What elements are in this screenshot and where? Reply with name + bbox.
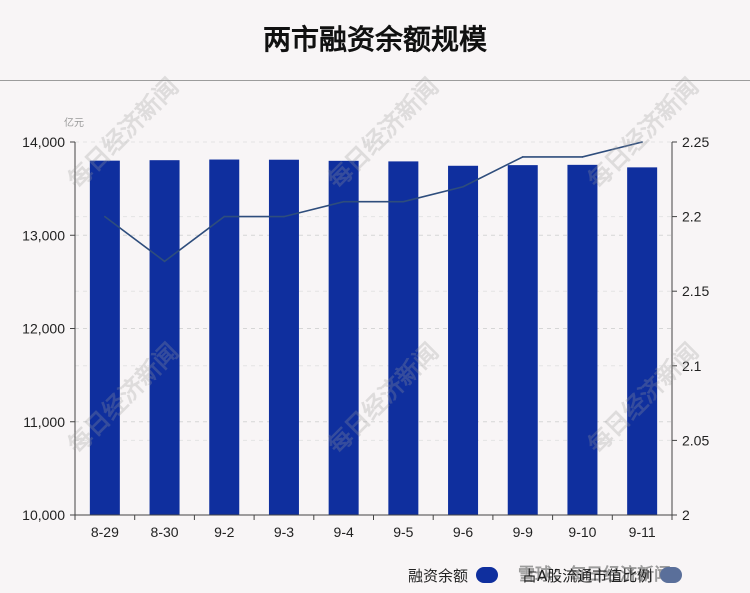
line-point bbox=[163, 260, 166, 263]
x-tick-label: 9-3 bbox=[274, 524, 294, 540]
line-point bbox=[641, 141, 643, 143]
bar bbox=[149, 160, 180, 515]
bar bbox=[388, 161, 419, 515]
footer-watermark: 雪球：每日经济新闻 bbox=[518, 564, 671, 585]
legend-line-label: 占A股流通市值比例 bbox=[522, 566, 653, 585]
left-tick-label: 14,000 bbox=[22, 134, 65, 150]
bar-series bbox=[89, 159, 658, 516]
left-tick-label: 10,000 bbox=[22, 507, 65, 523]
x-tick-label: 9-6 bbox=[453, 524, 473, 540]
left-tick-label: 12,000 bbox=[22, 321, 65, 337]
bar bbox=[328, 160, 359, 516]
legend-line-swatch bbox=[660, 567, 683, 583]
right-tick-label: 2.15 bbox=[682, 283, 709, 299]
line-point bbox=[402, 200, 405, 203]
x-tick-label: 9-10 bbox=[568, 524, 596, 540]
right-axis-ticks: 2 2.05 2.1 2.15 2.2 2.25 bbox=[672, 134, 709, 523]
left-axis-unit: 亿元 bbox=[64, 116, 84, 129]
bar bbox=[89, 160, 120, 515]
chart-title: 两市融资余额规模 bbox=[262, 23, 487, 56]
bar bbox=[627, 167, 658, 515]
x-tick-label: 9-11 bbox=[629, 524, 656, 540]
line-series bbox=[104, 141, 643, 263]
line-point bbox=[223, 215, 226, 218]
line-point bbox=[462, 185, 464, 188]
line-point bbox=[104, 215, 106, 218]
line-path bbox=[104, 141, 643, 263]
legend-bar-label: 融资余额 bbox=[408, 566, 469, 585]
right-tick-label: 2.2 bbox=[682, 209, 702, 225]
bar bbox=[268, 159, 299, 515]
right-tick-label: 2.05 bbox=[682, 432, 709, 448]
x-tick-label: 8-29 bbox=[91, 524, 119, 540]
bar bbox=[448, 165, 479, 515]
line-point bbox=[581, 156, 584, 158]
x-tick-label: 9-4 bbox=[334, 524, 354, 540]
line-point bbox=[283, 215, 285, 218]
bar bbox=[209, 159, 240, 515]
line-point bbox=[521, 156, 524, 158]
line-point bbox=[342, 200, 345, 203]
x-tick-label: 8-30 bbox=[151, 524, 179, 540]
x-tick-label: 9-9 bbox=[513, 524, 533, 540]
left-tick-label: 13,000 bbox=[22, 227, 65, 243]
x-axis-ticks: 8-29 8-30 9-2 9-3 9-4 9-5 9-6 9-9 9-10 9-11 bbox=[74, 515, 673, 540]
legend: 融资余额 占A股流通市值比例 bbox=[408, 561, 692, 589]
legend-bar-swatch bbox=[476, 567, 499, 583]
x-tick-label: 9-5 bbox=[393, 524, 413, 540]
watermark-text: 每日经济新闻 bbox=[322, 73, 444, 195]
right-tick-label: 2.25 bbox=[682, 134, 709, 150]
title-divider bbox=[0, 80, 750, 81]
x-tick-label: 9-2 bbox=[214, 524, 234, 540]
bar bbox=[507, 165, 538, 515]
left-axis-ticks: 10,000 11,000 12,000 13,000 14,000 bbox=[22, 134, 75, 523]
left-tick-label: 11,000 bbox=[23, 414, 65, 430]
bar bbox=[567, 164, 598, 515]
right-tick-label: 2 bbox=[682, 507, 690, 523]
right-tick-label: 2.1 bbox=[682, 358, 702, 374]
